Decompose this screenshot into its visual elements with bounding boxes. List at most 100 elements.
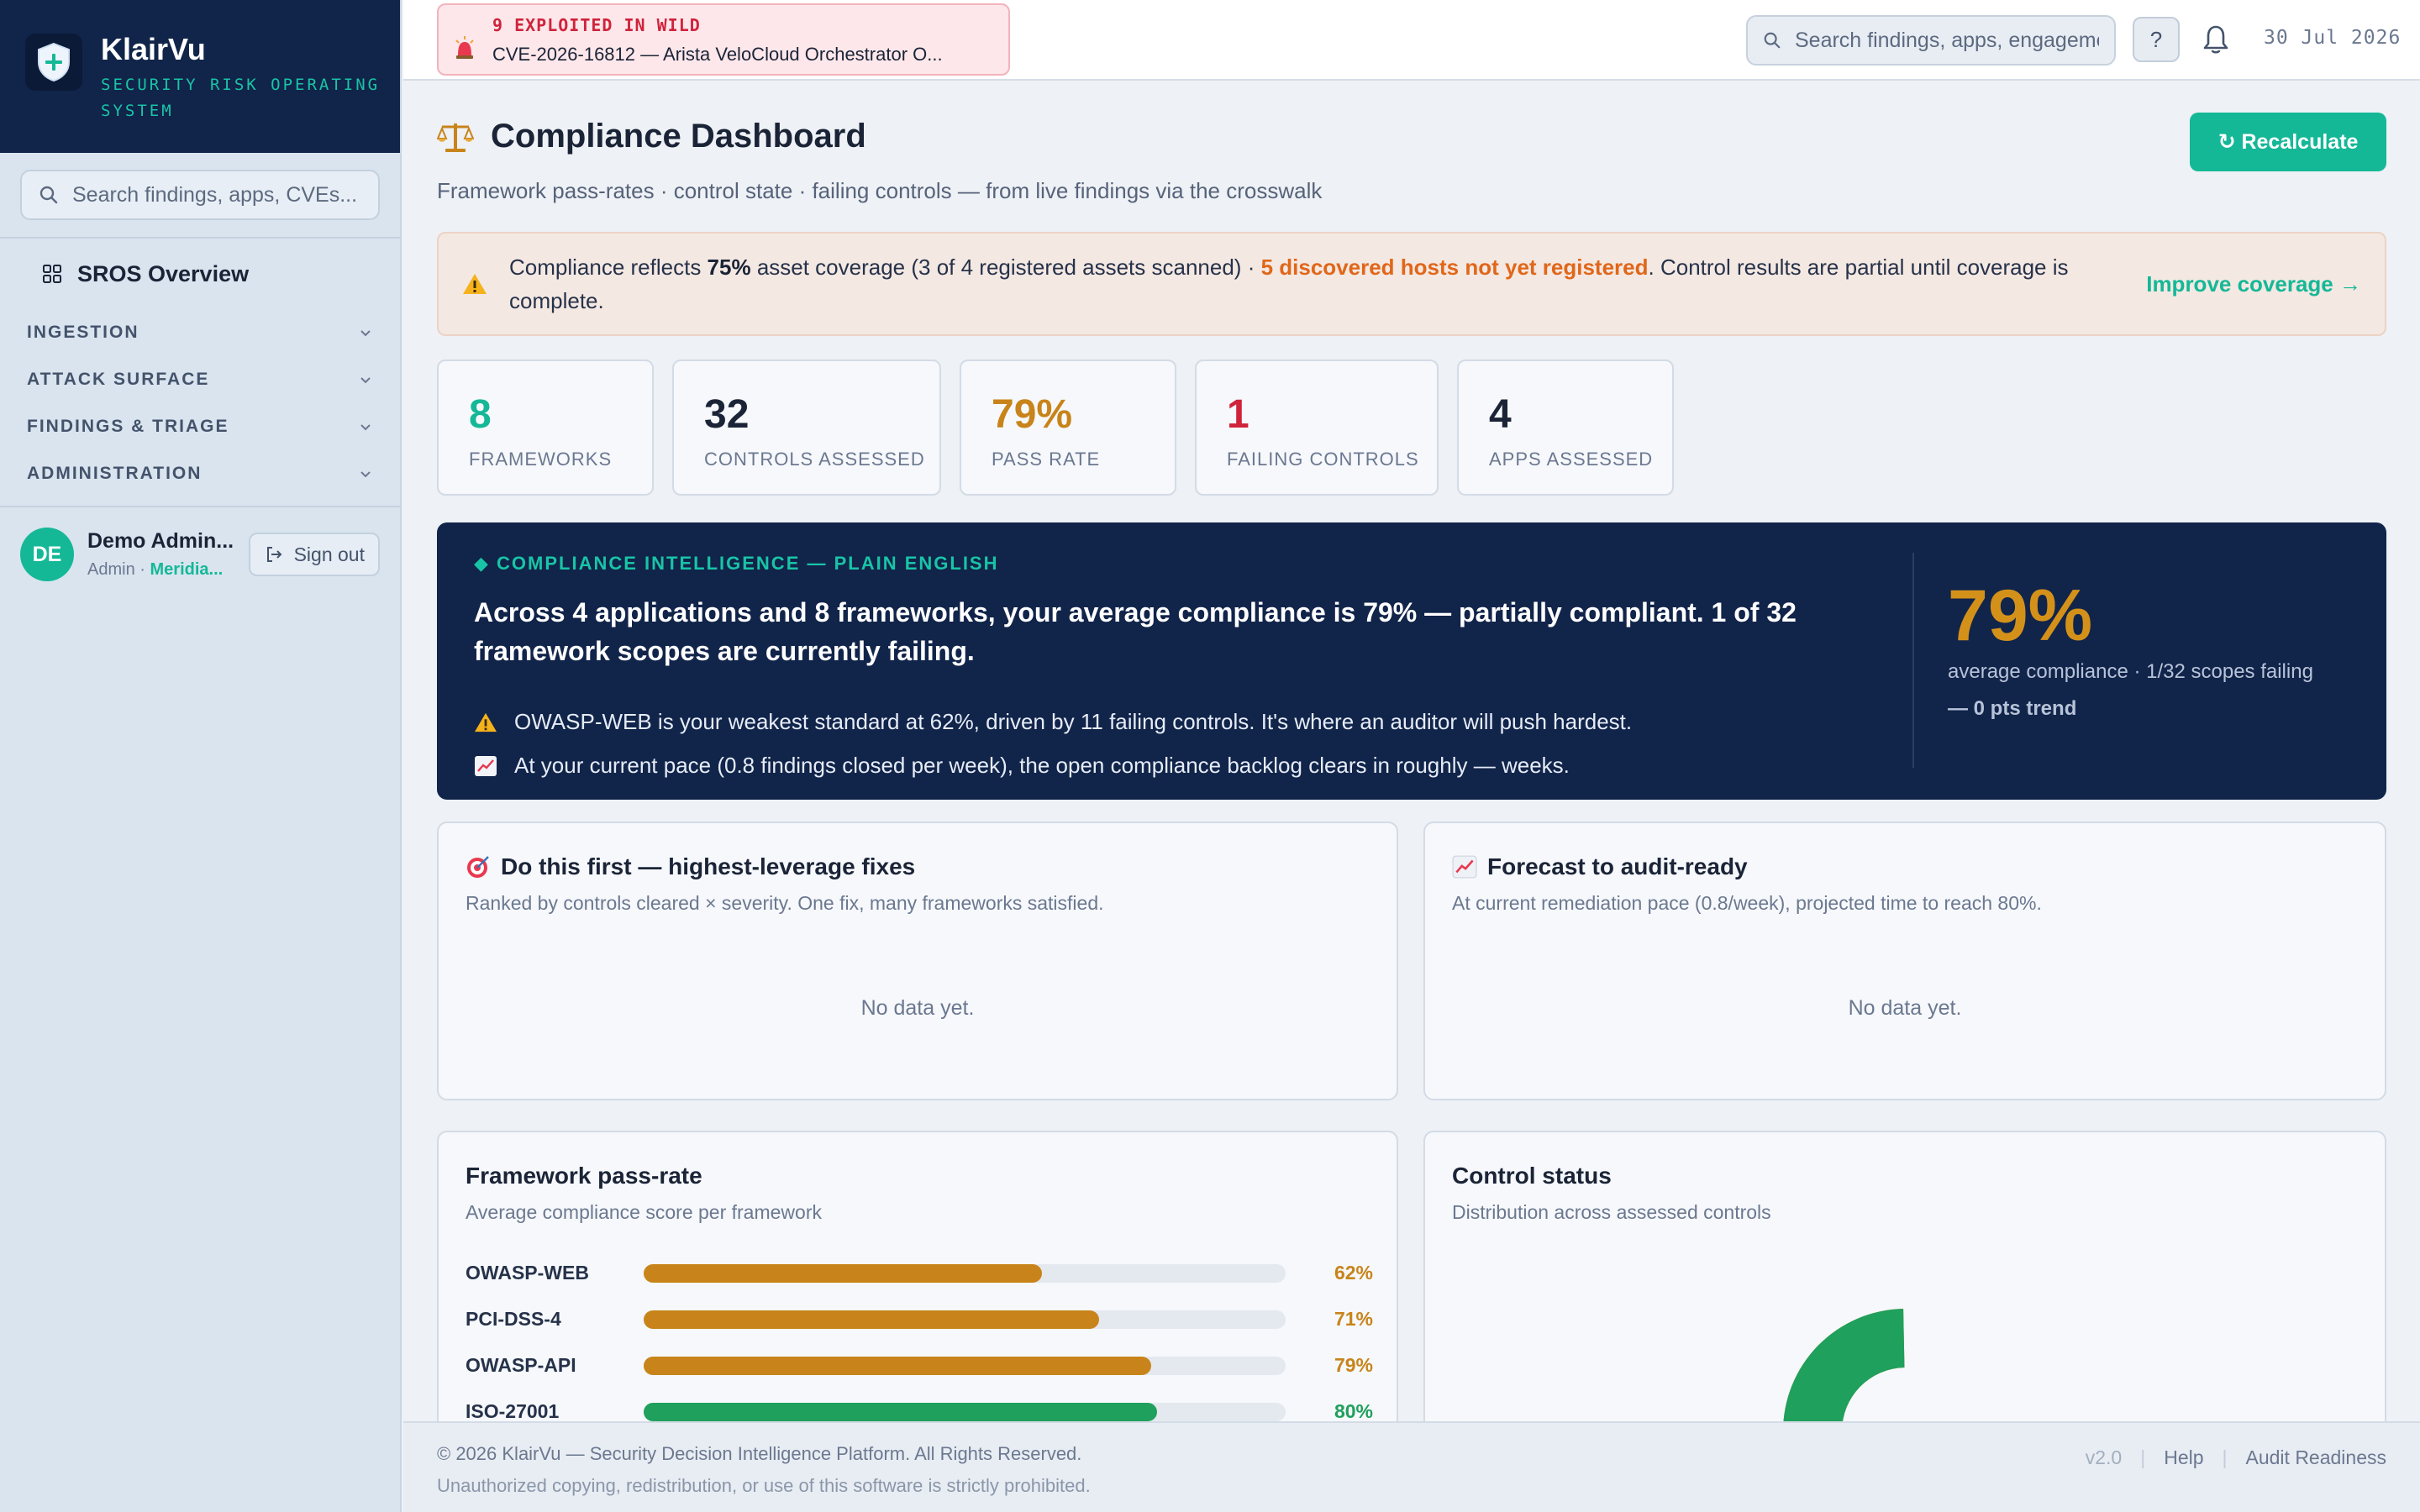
sign-out-button[interactable]: Sign out — [248, 533, 380, 576]
footer-version: v2.0 — [2085, 1446, 2123, 1468]
stat-controls-assessed: 32 CONTROLS ASSESSED — [672, 360, 941, 496]
bar-value-label: 80% — [1334, 1400, 1373, 1422]
compliance-intelligence-panel: ◆ COMPLIANCE INTELLIGENCE — PLAIN ENGLIS… — [437, 522, 2386, 800]
compliance-trend: — 0 pts trend — [1948, 697, 2077, 720]
app-name: KlairVu — [101, 32, 206, 66]
exploited-alert-chip[interactable]: 9 EXPLOITED IN WILD CVE-2026-16812 — Ari… — [437, 3, 1010, 76]
nav-group-label: ADMINISTRATION — [27, 464, 203, 483]
shield-logo-icon — [25, 34, 82, 91]
stat-value: 1 — [1227, 392, 1249, 437]
nav-group-findings-triage[interactable]: FINDINGS & TRIAGE — [0, 403, 400, 450]
bar-category-label: PCI-DSS-4 — [466, 1308, 561, 1330]
average-compliance-caption: average compliance · 1/32 scopes failing — [1948, 660, 2313, 683]
chevron-down-icon — [360, 377, 371, 384]
bar-value-label: 62% — [1334, 1262, 1373, 1284]
page-subtitle: Framework pass-rates · control state · f… — [437, 178, 1323, 203]
bell-icon[interactable] — [2202, 24, 2230, 60]
card-subtitle: Ranked by controls cleared × severity. O… — [466, 892, 1104, 914]
bar-fill — [644, 1402, 1158, 1421]
chevron-down-icon — [360, 330, 371, 337]
user-org: Meridia... — [150, 560, 224, 579]
highest-leverage-fixes-card: Do this first — highest-leverage fixes R… — [437, 822, 1398, 1100]
search-icon — [39, 186, 58, 204]
footer-separator: | — [2140, 1446, 2146, 1468]
bar-fill — [644, 1310, 1100, 1329]
app-tagline: SECURITY RISK OPERATING SYSTEM — [101, 76, 381, 120]
sidebar-divider — [0, 237, 400, 239]
global-search-input[interactable]: Search findings, apps, engagements — [1746, 15, 2116, 66]
recalculate-button[interactable]: ↻ Recalculate — [2190, 113, 2386, 171]
scales-icon — [437, 123, 474, 152]
user-role-separator: · — [139, 560, 145, 579]
bar-row: PCI-DSS-4 71% — [466, 1296, 1373, 1342]
bar-category-label: OWASP-API — [466, 1354, 576, 1376]
bar-track — [644, 1356, 1286, 1375]
avatar[interactable]: DE — [20, 528, 74, 581]
help-button[interactable]: ? — [2133, 17, 2180, 62]
bar-category-label: OWASP-WEB — [466, 1262, 589, 1284]
bar-value-label: 71% — [1334, 1308, 1373, 1330]
empty-state: No data yet. — [860, 996, 975, 1020]
stat-label: FRAMEWORKS — [469, 449, 613, 470]
stat-label: FAILING CONTROLS — [1227, 449, 1419, 470]
top-bar: 9 EXPLOITED IN WILD CVE-2026-16812 — Ari… — [403, 0, 2420, 81]
user-role: Admin · Meridia... — [87, 560, 239, 580]
bar-track — [644, 1263, 1286, 1283]
chevron-down-icon — [360, 424, 371, 431]
search-icon — [1764, 32, 1781, 49]
card-title: Control status — [1452, 1163, 1612, 1189]
card-subtitle: Distribution across assessed controls — [1452, 1201, 1771, 1223]
sidebar-item-label: SROS Overview — [77, 260, 250, 286]
card-title: Forecast to audit-ready — [1452, 853, 1748, 880]
warning-icon — [463, 274, 487, 294]
siren-icon — [455, 36, 474, 59]
bar-category-label: ISO-27001 — [466, 1400, 560, 1422]
stat-label: CONTROLS ASSESSED — [704, 449, 925, 470]
forecast-audit-ready-card: Forecast to audit-ready At current remed… — [1423, 822, 2386, 1100]
nav-group-ingestion[interactable]: INGESTION — [0, 309, 400, 356]
bar-row: OWASP-WEB 62% — [466, 1250, 1373, 1296]
sidebar-search-placeholder: Search findings, apps, CVEs... — [72, 182, 358, 207]
bar-fill — [644, 1356, 1151, 1375]
stat-pass-rate: 79% PASS RATE — [960, 360, 1176, 496]
card-title-text: Forecast to audit-ready — [1487, 853, 1748, 879]
intelligence-bullet-weakest: OWASP-WEB is your weakest standard at 62… — [474, 709, 1632, 735]
coverage-warning-banner: Compliance reflects 75% asset coverage (… — [437, 232, 2386, 336]
improve-coverage-link[interactable]: Improve coverage → — [2146, 270, 2361, 297]
stat-value: 4 — [1489, 392, 1512, 437]
trend-chart-icon — [475, 755, 497, 776]
coverage-text-1: Compliance reflects — [509, 255, 708, 280]
intelligence-kicker: ◆ COMPLIANCE INTELLIGENCE — PLAIN ENGLIS… — [474, 553, 999, 574]
warning-icon — [475, 712, 497, 732]
card-title-text: Do this first — highest-leverage fixes — [501, 853, 916, 879]
stat-frameworks: 8 FRAMEWORKS — [437, 360, 654, 496]
chevron-down-icon — [360, 471, 371, 478]
stat-label: APPS ASSESSED — [1489, 449, 1654, 470]
stat-label: PASS RATE — [992, 449, 1101, 470]
current-date: 30 Jul 2026 — [2264, 27, 2402, 49]
nav-group-attack-surface[interactable]: ATTACK SURFACE — [0, 356, 400, 403]
unregistered-hosts: 5 discovered hosts not yet registered — [1260, 255, 1649, 280]
bar-row: ISO-27001 80% — [466, 1389, 1373, 1435]
intelligence-divider — [1912, 553, 1914, 768]
card-subtitle: Average compliance score per framework — [466, 1201, 822, 1223]
stat-apps-assessed: 4 APPS ASSESSED — [1457, 360, 1674, 496]
average-compliance-value: 79% — [1948, 575, 2093, 656]
intelligence-headline: Across 4 applications and 8 frameworks, … — [474, 597, 1797, 666]
sidebar-item-overview[interactable]: SROS Overview — [0, 239, 400, 309]
footer-audit-readiness-link[interactable]: Audit Readiness — [2245, 1446, 2387, 1468]
main-content: Compliance Dashboard Framework pass-rate… — [437, 81, 2386, 1483]
card-title: Framework pass-rate — [466, 1163, 702, 1189]
card-subtitle: At current remediation pace (0.8/week), … — [1452, 892, 2042, 914]
footer: © 2026 KlairVu — Security Decision Intel… — [403, 1421, 2420, 1512]
footer-links: v2.0 | Help | Audit Readiness — [2086, 1446, 2386, 1469]
exploited-cve-text: CVE-2026-16812 — Arista VeloCloud Orches… — [492, 44, 943, 65]
grid-icon — [43, 265, 61, 283]
bar-track — [644, 1310, 1286, 1329]
user-name: Demo Admin... — [87, 529, 234, 553]
nav-group-administration[interactable]: ADMINISTRATION — [0, 450, 400, 497]
footer-help-link[interactable]: Help — [2164, 1446, 2204, 1468]
intelligence-bullet-text: At your current pace (0.8 findings close… — [514, 753, 1570, 778]
sidebar-search-input[interactable]: Search findings, apps, CVEs... — [20, 170, 380, 220]
nav-group-label: INGESTION — [27, 323, 139, 342]
